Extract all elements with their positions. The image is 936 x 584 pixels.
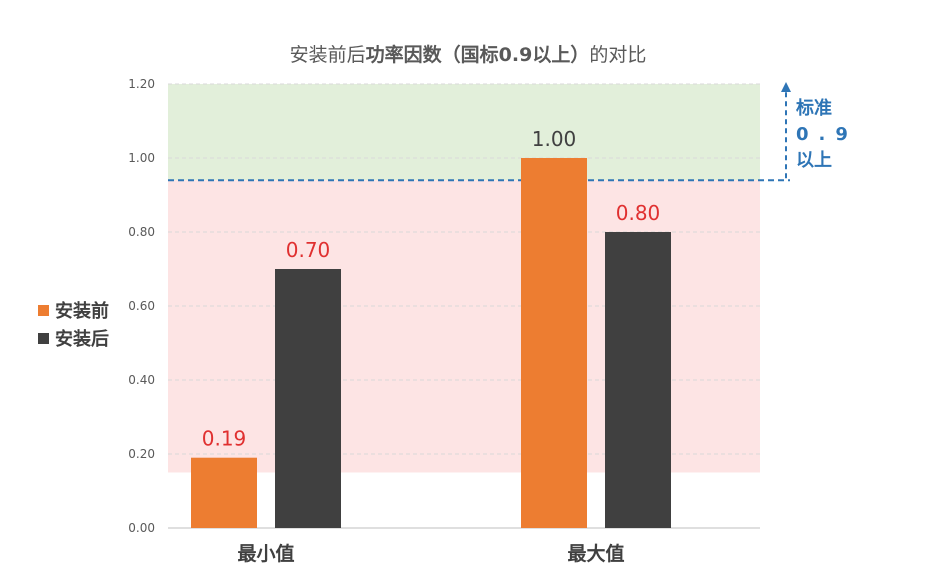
band-below-standard: [168, 180, 760, 473]
x-tick-label: 最大值: [567, 542, 624, 565]
legend-item-before: 安装前: [38, 296, 109, 324]
legend-label-before: 安装前: [55, 301, 109, 322]
legend: 安装前 安装后: [38, 296, 109, 352]
y-tick-label: 0.20: [128, 447, 155, 461]
standard-label-line3: 以上: [796, 150, 832, 171]
legend-swatch-before: [38, 304, 49, 316]
bar: [191, 457, 257, 528]
chart-title-plain: 安装前后: [289, 44, 366, 66]
chart-title-tail: 的对比: [589, 44, 647, 66]
bar: [605, 232, 671, 528]
y-tick-label: 0.00: [128, 521, 155, 535]
bar: [521, 158, 587, 528]
y-tick-label: 0.60: [128, 299, 155, 313]
standard-label-line2: 0.9: [796, 124, 858, 145]
data-label: 0.80: [616, 201, 661, 225]
chart-title: 安装前后功率因数（国标0.9以上）的对比: [0, 40, 936, 67]
chart-title-bold: 功率因数（国标0.9以上）: [365, 44, 590, 66]
y-tick-label: 1.00: [128, 151, 155, 165]
y-tick-label: 1.20: [128, 77, 155, 91]
data-label: 0.19: [202, 427, 247, 451]
y-tick-label: 0.80: [128, 225, 155, 239]
data-label: 1.00: [532, 127, 577, 151]
bar: [275, 269, 341, 528]
legend-swatch-after: [38, 332, 49, 344]
standard-label-line1: 标准: [796, 98, 832, 119]
x-tick-label: 最小值: [237, 542, 294, 565]
standard-annotation: 标准 0.9 以上: [796, 96, 858, 174]
legend-label-after: 安装后: [55, 329, 109, 350]
y-tick-label: 0.40: [128, 373, 155, 387]
standard-arrow-head: [781, 82, 791, 92]
data-label: 0.70: [286, 238, 331, 262]
legend-item-after: 安装后: [38, 324, 109, 352]
band-above-standard: [168, 84, 760, 181]
